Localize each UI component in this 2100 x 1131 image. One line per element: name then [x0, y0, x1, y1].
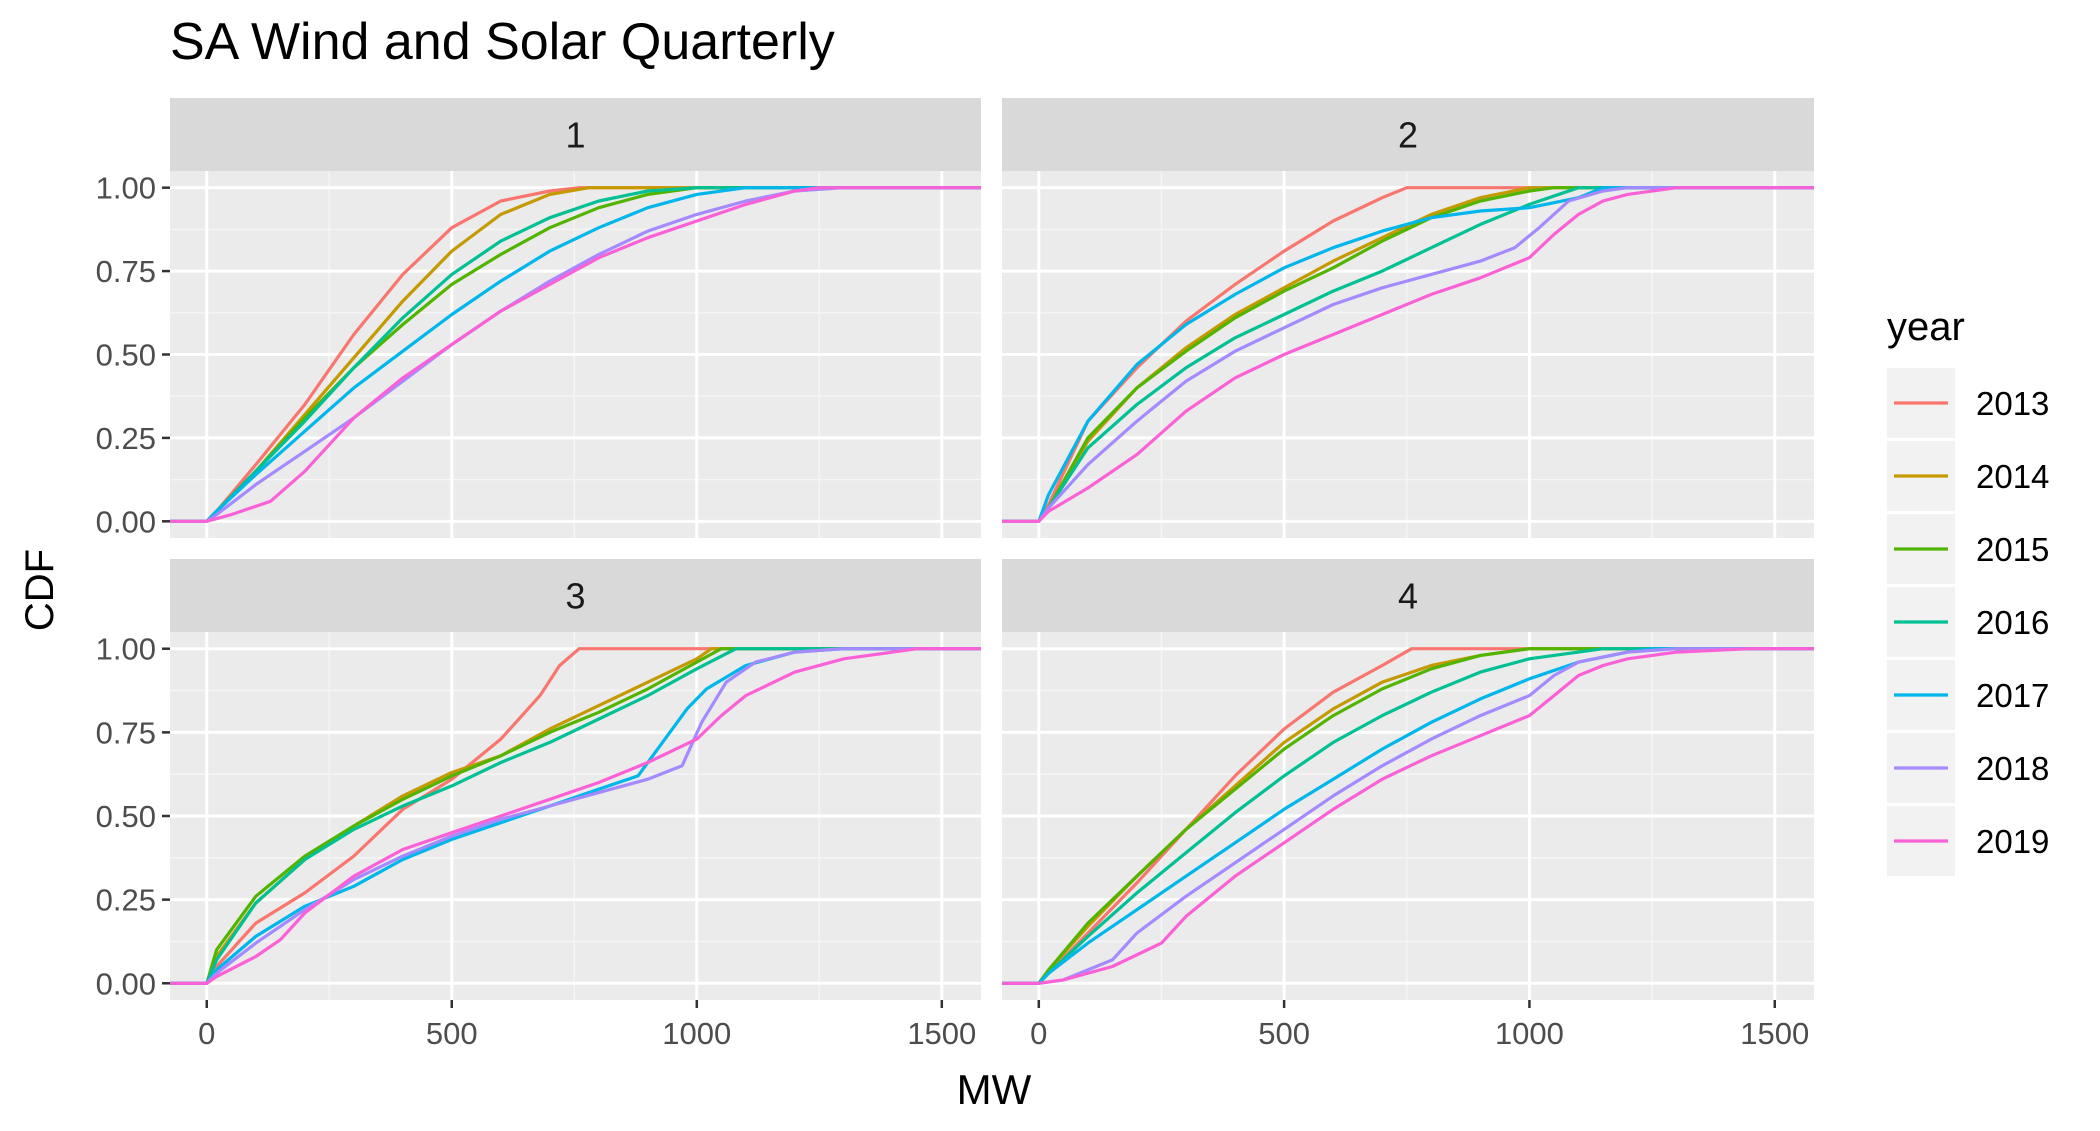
series-line-2018 [1002, 647, 1814, 985]
x-tick-label: 1000 [662, 1016, 731, 1051]
legend-label-2016: 2016 [1976, 604, 2049, 641]
series-line-2015 [1002, 647, 1814, 985]
facet-strip-label: 2 [1398, 115, 1418, 156]
y-tick-label: 0.75 [96, 254, 156, 289]
y-tick-label: 1.00 [96, 632, 156, 667]
facet-panel-2: 2 [1002, 98, 1814, 538]
y-tick-label: 0.00 [96, 504, 156, 539]
series-line-2019 [1002, 186, 1814, 523]
legend-title: year [1887, 305, 1965, 349]
x-tick-label: 500 [1258, 1016, 1310, 1051]
facet-strip-label: 3 [565, 576, 585, 617]
x-tick-label: 1500 [1740, 1016, 1809, 1051]
facet-strip-label: 1 [565, 115, 585, 156]
x-tick-label: 500 [426, 1016, 478, 1051]
legend-label-2018: 2018 [1976, 750, 2049, 787]
series-line-2019 [1002, 647, 1814, 985]
facet-strip [1002, 559, 1814, 632]
y-tick-label: 0.25 [96, 883, 156, 918]
chart-title: SA Wind and Solar Quarterly [170, 13, 835, 71]
x-tick-label: 1000 [1495, 1016, 1564, 1051]
series-line-2016 [170, 647, 981, 985]
series-line-2015 [170, 647, 981, 985]
series-line-2016 [1002, 647, 1814, 985]
legend-label-2015: 2015 [1976, 531, 2049, 568]
y-tick-label: 0.25 [96, 421, 156, 456]
series-line-2019 [170, 186, 981, 523]
legend-label-2014: 2014 [1976, 458, 2049, 495]
y-tick-label: 0.50 [96, 338, 156, 373]
x-tick-label: 1500 [907, 1016, 976, 1051]
series-line-2019 [170, 647, 981, 985]
series-line-2018 [170, 647, 981, 985]
facet-panel-3: 3 0.00 0.25 0.50 0.75 1.00 0 500 1000 1500 [96, 559, 981, 1051]
series-line-2017 [1002, 186, 1814, 523]
facet-panel-1: 1 0.00 0.25 0.50 0.75 1.00 [96, 98, 981, 539]
series-line-2015 [1002, 186, 1814, 523]
facet-strip [170, 559, 981, 632]
legend: year 2013 2014 2015 2016 2017 2018 2019 [1887, 305, 2049, 876]
series-line-2013 [1002, 186, 1814, 523]
facet-strip-label: 4 [1398, 576, 1418, 617]
legend-label-2013: 2013 [1976, 385, 2049, 422]
facet-panels: 10.000.250.500.751.00230.000.250.500.751… [96, 98, 1814, 1051]
facet-strip [1002, 98, 1814, 171]
y-tick-label: 0.00 [96, 966, 156, 1001]
y-tick-label: 0.50 [96, 799, 156, 834]
series-line-2016 [1002, 186, 1814, 523]
series-line-2018 [1002, 186, 1814, 523]
y-tick-label: 1.00 [96, 171, 156, 206]
y-axis-title: CDF [18, 549, 62, 631]
facet-strip [170, 98, 981, 171]
legend-label-2017: 2017 [1976, 677, 2049, 714]
facet-panel-4: 4 0 500 1000 1500 [1002, 559, 1814, 1051]
x-axis-title: MW [957, 1066, 1032, 1113]
x-tick-label: 0 [198, 1016, 215, 1051]
y-tick-label: 0.75 [96, 715, 156, 750]
legend-label-2019: 2019 [1976, 823, 2049, 860]
series-line-2017 [170, 186, 981, 523]
series-line-2013 [170, 647, 981, 985]
x-tick-label: 0 [1030, 1016, 1047, 1051]
